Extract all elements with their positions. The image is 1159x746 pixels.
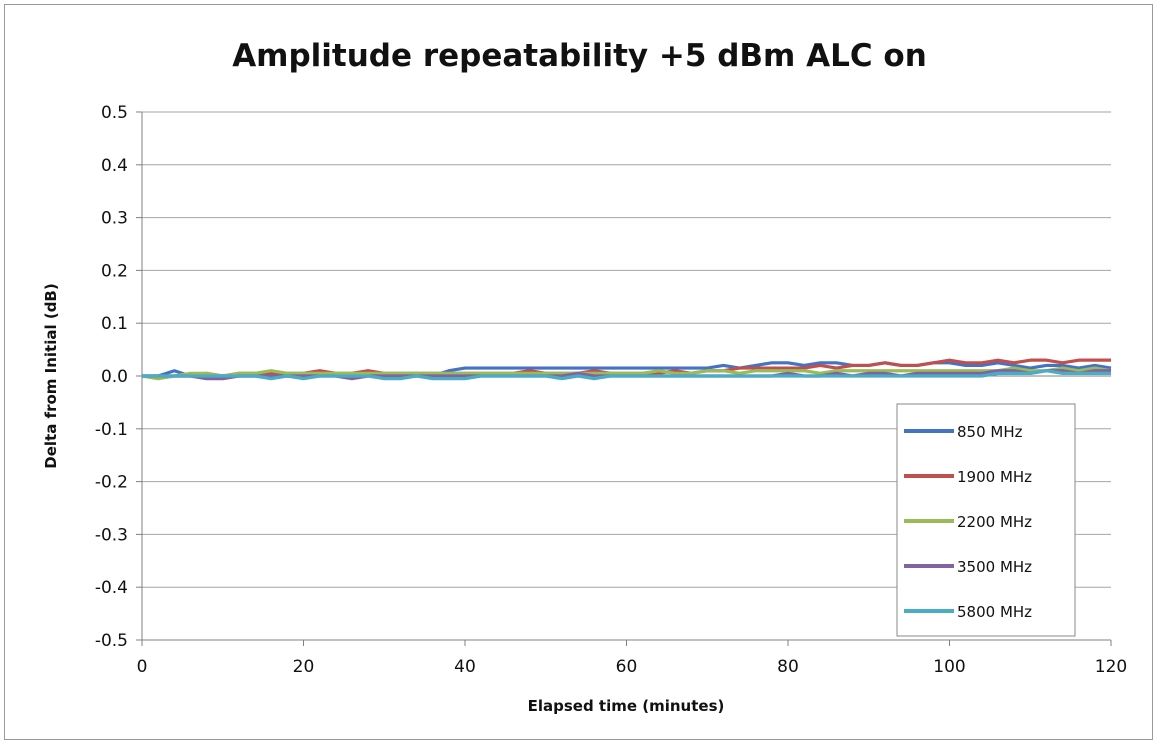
x-tick-label: 120 [1095,657,1127,677]
y-tick-label: 0.3 [101,209,128,229]
legend-label: 1900 MHz [957,468,1032,486]
series-line [141,366,1112,381]
y-tick-label: -0.5 [95,631,128,651]
x-tick-label: 20 [293,657,315,677]
series-line [142,369,1111,381]
x-tick-labels: 0 20 40 60 80 100 120 [137,657,1128,677]
legend-label: 2200 MHz [957,513,1032,531]
series-lines [141,358,1112,381]
y-tick-label: -0.2 [95,473,128,493]
chart-title: Amplitude repeatability +5 dBm ALC on [232,38,927,74]
legend: 850 MHz 1900 MHz 2200 MHz 3500 MHz 5800 MHz [896,403,1076,637]
x-tick-label: 100 [933,657,965,677]
legend-label: 850 MHz [957,423,1023,441]
y-tick-label: 0.5 [101,103,128,123]
y-tick-label: 0.2 [101,261,128,281]
y-axis-title: Delta from Initial (dB) [42,283,60,468]
y-tick-labels: 0.5 0.4 0.3 0.2 0.1 0.0 -0.1 -0.2 -0.3 -0.4 -0.5 [95,103,128,651]
x-tick-label: 60 [616,657,638,677]
y-tick-label: -0.1 [95,420,128,440]
y-tick-label: 0.0 [101,367,128,387]
x-axis-title: Elapsed time (minutes) [528,697,725,715]
legend-label: 5800 MHz [957,603,1032,621]
y-tick-label: 0.1 [101,314,128,334]
y-tick-label: -0.3 [95,525,128,545]
x-tick-label: 40 [454,657,476,677]
x-tick-label: 80 [777,657,799,677]
legend-label: 3500 MHz [957,558,1032,576]
x-tick-label: 0 [137,657,148,677]
y-tick-label: -0.4 [95,578,128,598]
y-tick-label: 0.4 [101,156,128,176]
